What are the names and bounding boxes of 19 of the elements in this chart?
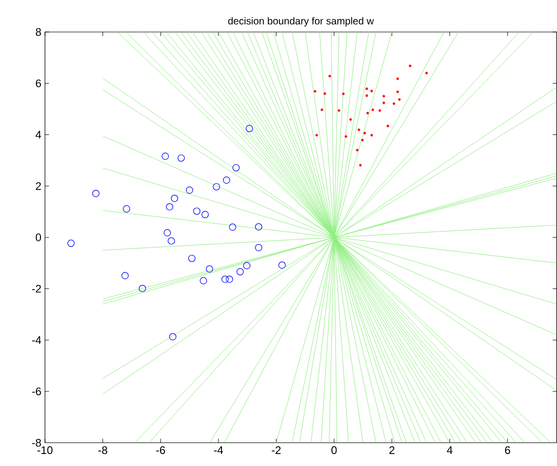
- x-tick-label: -8: [98, 446, 108, 454]
- y-tick-label: 6: [36, 80, 41, 88]
- y-tick-label: 2: [36, 182, 41, 190]
- x-tick-label: 0: [331, 446, 337, 454]
- y-tick-label: 0: [36, 234, 42, 242]
- y-tick-label: -6: [32, 388, 41, 396]
- x-tick-label: -10: [38, 446, 52, 454]
- y-tick-label: 4: [36, 131, 42, 139]
- x-tick-label: 2: [389, 446, 394, 454]
- x-tick-label: 4: [446, 446, 452, 454]
- y-tick-label: -4: [32, 336, 42, 344]
- x-tick-label: -4: [214, 446, 224, 454]
- x-tick-label: 6: [505, 446, 510, 454]
- y-tick-label: -8: [32, 438, 41, 447]
- x-tick-label: -6: [156, 446, 166, 454]
- x-tick-label: -2: [272, 446, 281, 454]
- y-tick-label: 8: [36, 28, 41, 36]
- y-tick-label: -2: [32, 285, 41, 293]
- chart-title: decision boundary for sampled w: [228, 17, 374, 27]
